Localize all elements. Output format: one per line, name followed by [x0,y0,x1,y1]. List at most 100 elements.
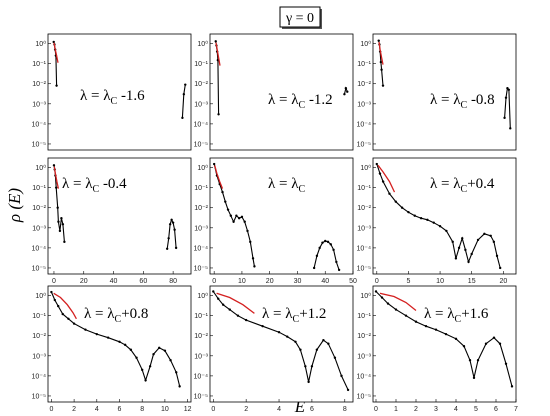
y-tick-label: 10⁻² [194,205,208,212]
data-point [461,237,464,240]
data-point [454,337,458,341]
data-point [118,340,121,343]
panel-frame [209,157,354,275]
data-point [169,359,172,362]
x-tick-label: 40 [321,278,329,285]
y-tick-label: 10⁻² [32,81,46,88]
data-point [380,296,384,299]
data-point [174,246,178,250]
x-tick-label: 0 [211,406,215,413]
y-tick-label: 10⁻³ [194,101,208,108]
x-tick-label: 4 [95,406,99,413]
panel-frame [209,285,354,403]
y-tick-label: 10⁻⁵ [357,141,371,148]
data-point [61,223,65,226]
lambda-label: λ = λC -0.8 [430,92,495,111]
data-point [277,330,281,334]
x-tick-label: 4 [277,406,281,413]
fit-curve [378,41,384,65]
data-point [329,243,332,246]
data-point [470,252,473,256]
data-point [315,254,319,258]
data-point [407,210,410,214]
data-point [318,246,321,250]
lambda-label: λ = λC [268,176,306,195]
x-tick-label: 2 [414,406,418,413]
data-point [55,84,58,87]
y-tick-label: 10⁻² [32,205,46,212]
y-tick-label: 10⁻⁴ [194,121,209,128]
data-point [72,322,76,325]
data-point [243,220,246,223]
data-point [221,190,224,194]
data-point [236,314,240,317]
data-point [58,229,62,233]
y-tick-label: 10⁻⁵ [194,265,208,272]
x-tick-label: 8 [343,406,347,413]
panel-7: 10⁰ 10⁻¹ 10⁻² 10⁻³ 10⁻⁴ 10⁻⁵0 2 4 6 8 10 12 λ = λC+0… [32,285,192,413]
data-point [171,221,175,224]
y-tick-label: 10⁻⁴ [194,373,209,380]
panel-1: 10⁰ 10⁻¹ 10⁻² 10⁻³ 10⁻⁴ 10⁻⁵ λ = λC -1.6 [32,33,192,151]
data-point [380,68,383,71]
data-point [217,297,220,300]
x-tick-label: 2 [244,406,248,413]
data-point [261,324,264,328]
x-tick-label: 10 [238,278,246,285]
data-point [178,385,181,388]
y-tick-label: 10⁰ [197,164,208,172]
y-tick-label: 10⁻⁴ [32,373,47,380]
data-point [168,223,172,226]
data-point [386,302,390,305]
y-tick-label: 10⁰ [197,40,208,48]
data-point [344,86,348,90]
data-point [170,218,173,222]
y-tick-label: 10⁻³ [32,353,46,360]
data-point [129,348,133,351]
y-tick-label: 10⁻¹ [32,185,46,192]
data-point [249,240,252,244]
y-tick-label: 10⁻⁵ [194,141,208,148]
data-point [95,332,99,336]
y-tick-label: 10⁻¹ [32,61,46,68]
data-point [53,298,57,302]
x-tick-label: 0 [374,406,378,413]
panel-5: 10⁰ 10⁻¹ 10⁻² 10⁻³ 10⁻⁴ 10⁻⁵ 0 10 20 30 40 50 λ = λC [194,157,357,285]
data-point [484,342,488,345]
data-point [221,303,225,306]
gamma-header-text: γ = 0 [285,11,314,26]
data-point [57,304,60,308]
x-tick-label: 7 [514,406,518,413]
fit-curve [53,166,60,189]
x-tick-label: 4 [454,406,458,413]
data-point [226,208,230,211]
y-tick-label: 10⁻⁴ [32,245,47,252]
data-point [335,260,338,264]
fit-curve [216,292,255,314]
data-series-1 [50,291,181,387]
x-tick-label: 10 [436,278,444,285]
data-point [333,356,337,359]
data-point [476,359,480,362]
data-point [106,336,110,339]
data-point [377,39,380,42]
data-point [310,365,314,368]
data-point [173,228,176,231]
y-tick-label: 10⁻² [357,205,371,212]
data-point [394,308,398,311]
data-point [228,308,231,311]
panel-frame [209,33,354,151]
data-point [61,312,64,316]
data-series-1 [376,163,501,269]
data-point [322,338,325,342]
data-point [212,162,216,166]
x-tick-label: 0 [375,278,379,285]
data-point [381,180,385,183]
data-point [444,332,448,336]
y-tick-label: 10⁻² [357,333,371,340]
y-tick-label: 10⁻⁴ [357,245,372,252]
data-point [381,84,385,87]
data-point [286,335,289,338]
data-point [454,257,458,260]
panel-frame [47,33,192,151]
